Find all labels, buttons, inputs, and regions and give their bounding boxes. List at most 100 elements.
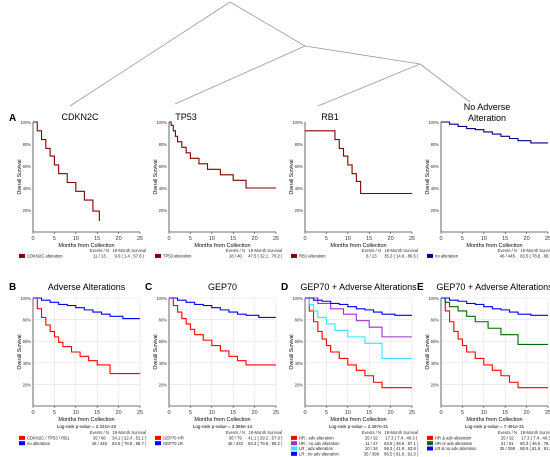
y-tick-label: 20% (431, 208, 440, 213)
table-header-survival: 18-Month Survival (248, 430, 282, 435)
panel-letter: D (281, 282, 288, 293)
y-tick-label: 60% (295, 164, 304, 169)
table-events: 46 / 445 (92, 441, 108, 446)
series-line-3 (305, 297, 412, 316)
series-line-0 (169, 121, 276, 189)
legend-swatch (291, 435, 297, 440)
panel-7: E GEP70 + Adverse Alterations 20% 40% 60% 80%… (417, 282, 550, 451)
table-header-survival: 18-Month Survival (248, 248, 282, 253)
legend-swatch (19, 253, 25, 258)
y-axis-label: Overall Survival (289, 334, 295, 369)
table-header-events: Events / N (226, 430, 245, 435)
x-tick-label: 0 (303, 410, 306, 416)
legend-swatch (427, 441, 433, 446)
y-tick-label: 80% (159, 142, 168, 147)
panel-2: 20% 40% 60% 80% 100% 0 5 10 15 20 25 Months from Co… (289, 120, 419, 259)
y-tick-label: 80% (295, 318, 304, 323)
legend-name: GEP70 LR (163, 441, 183, 446)
legend-swatch (155, 253, 161, 258)
x-tick-label: 10 (481, 410, 487, 416)
panel-title: GEP70 (208, 282, 237, 292)
series-line-0 (33, 297, 140, 375)
x-tick-label: 25 (409, 410, 415, 416)
legend-name: LR ; no adv alteration (299, 451, 339, 456)
table-header-events: Events / N (226, 248, 245, 253)
table-header-events: Events / N (362, 248, 381, 253)
legend-name: RB1 alteration (299, 254, 326, 259)
legend-swatch (19, 435, 25, 440)
table-header-survival: 18-Month Survival (520, 248, 550, 253)
x-tick-label: 25 (545, 410, 550, 416)
panel-title: GEP70 + Adverse Alterations (436, 282, 550, 292)
table-survival: 34.1 ( 22.4 , 52.1 ) (112, 436, 147, 441)
x-axis-label: Months from Collection (466, 243, 522, 249)
tree-label-1: TP53 (175, 112, 197, 122)
y-tick-label: 60% (23, 164, 32, 169)
x-axis-label: Months from Collection (466, 417, 522, 423)
table-events: 11 / 13 (93, 254, 106, 259)
x-tick-label: 5 (325, 410, 328, 416)
x-tick-label: 10 (209, 236, 215, 242)
tree-label-2: RB1 (321, 112, 339, 122)
table-header-survival: 18-Month Survival (384, 430, 418, 435)
x-tick-label: 15 (94, 410, 100, 416)
table-survival: 17.3 ( 7.4 , 40.3 ) (521, 436, 550, 441)
y-tick-label: 40% (159, 361, 168, 366)
x-tick-label: 15 (502, 236, 508, 242)
y-tick-label: 80% (159, 318, 168, 323)
pvalue-label: Log-rank p-value = 3.386e-14 (193, 424, 253, 429)
panel-letter: A (9, 113, 16, 124)
legend-swatch (291, 253, 297, 258)
panel-3: 20% 40% 60% 80% 100% 0 5 10 15 20 25 Months from Co… (425, 120, 550, 259)
x-tick-label: 15 (366, 410, 372, 416)
legend-swatch (427, 253, 433, 258)
y-tick-label: 80% (23, 142, 32, 147)
y-tick-label: 20% (431, 382, 440, 387)
x-tick-label: 5 (53, 410, 56, 416)
x-tick-label: 0 (439, 236, 442, 242)
x-tick-label: 5 (189, 410, 192, 416)
y-axis-label: Overall Survival (17, 334, 23, 369)
legend-swatch (427, 435, 433, 440)
x-tick-label: 10 (209, 410, 215, 416)
x-tick-label: 5 (461, 410, 464, 416)
x-tick-label: 20 (252, 410, 258, 416)
y-tick-label: 80% (431, 318, 440, 323)
x-tick-label: 20 (388, 410, 394, 416)
table-events: 21 / 81 (501, 441, 514, 446)
y-tick-label: 40% (295, 361, 304, 366)
y-tick-label: 80% (23, 318, 32, 323)
table-survival: 63.5 ( 48.8 , 87.1 ) (384, 441, 419, 446)
table-survival: 83.5 ( 78.8 , 88.7 ) (520, 254, 550, 259)
legend-name: GEP70 HR (163, 436, 184, 441)
table-header-survival: 18-Month Survival (112, 430, 146, 435)
y-tick-label: 60% (23, 339, 32, 344)
table-events: 46 / 445 (500, 254, 516, 259)
table-events: 25 / 32 (365, 436, 378, 441)
series-line-0 (169, 297, 276, 366)
legend-swatch (155, 441, 161, 446)
x-tick-label: 10 (73, 236, 79, 242)
pvalue-label: Log-rank p-value = 7.491e-31 (465, 424, 525, 429)
x-tick-label: 10 (345, 236, 351, 242)
table-header-survival: 18-Month Survival (112, 248, 146, 253)
y-tick-label: 20% (159, 382, 168, 387)
y-tick-label: 40% (431, 186, 440, 191)
x-tick-label: 15 (366, 236, 372, 242)
panel-5: C GEP70 20% 40% 60% 80% 100% 0 5 10 15 20 25 Months f… (145, 282, 283, 446)
legend-name: HR ; no adv alteration (299, 441, 340, 446)
x-axis-label: Months from Collection (194, 417, 250, 423)
x-tick-label: 25 (273, 236, 279, 242)
x-tick-label: 0 (31, 410, 34, 416)
table-events: 11 / 47 (365, 441, 378, 446)
x-tick-label: 25 (409, 236, 415, 242)
x-tick-label: 20 (116, 410, 122, 416)
tree-branch-tp53 (174, 45, 306, 105)
panel-4: B Adverse Alterations 20% 40% 60% 80% 100% 0 5 10… (9, 282, 147, 446)
x-tick-label: 25 (273, 410, 279, 416)
y-tick-label: 60% (159, 339, 168, 344)
table-events: 10 / 34 (365, 446, 378, 451)
y-tick-label: 20% (295, 382, 304, 387)
panel-letter: C (145, 282, 152, 293)
